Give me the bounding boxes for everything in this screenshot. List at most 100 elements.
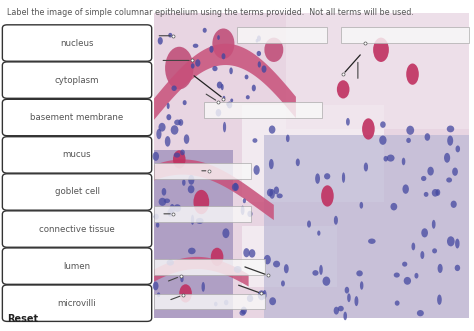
Ellipse shape <box>224 300 228 305</box>
FancyBboxPatch shape <box>2 25 152 61</box>
Ellipse shape <box>364 163 368 171</box>
Ellipse shape <box>226 102 229 106</box>
Bar <box>154 150 233 318</box>
Ellipse shape <box>211 248 223 266</box>
Ellipse shape <box>455 265 460 271</box>
Ellipse shape <box>447 236 455 246</box>
Ellipse shape <box>432 248 437 254</box>
Bar <box>154 259 265 275</box>
Ellipse shape <box>247 211 253 217</box>
Ellipse shape <box>334 216 338 225</box>
Ellipse shape <box>233 183 238 190</box>
Ellipse shape <box>167 208 173 217</box>
Ellipse shape <box>223 122 226 132</box>
Text: Reset: Reset <box>7 314 38 324</box>
Bar <box>154 294 265 309</box>
FancyBboxPatch shape <box>2 174 152 210</box>
Text: mucus: mucus <box>63 150 91 160</box>
Ellipse shape <box>322 276 330 286</box>
Ellipse shape <box>173 150 186 168</box>
PathPatch shape <box>154 257 248 287</box>
Ellipse shape <box>158 37 163 45</box>
Ellipse shape <box>173 204 181 212</box>
Ellipse shape <box>286 135 290 142</box>
Ellipse shape <box>246 95 250 99</box>
Text: microvilli: microvilli <box>58 299 96 308</box>
Ellipse shape <box>432 189 439 197</box>
Ellipse shape <box>243 198 246 203</box>
Ellipse shape <box>391 203 397 211</box>
Text: goblet cell: goblet cell <box>55 187 100 197</box>
Ellipse shape <box>165 47 193 89</box>
Ellipse shape <box>406 126 414 135</box>
Ellipse shape <box>234 266 242 273</box>
Ellipse shape <box>342 172 345 183</box>
Ellipse shape <box>212 66 218 71</box>
Ellipse shape <box>421 176 427 181</box>
Ellipse shape <box>188 248 196 254</box>
Ellipse shape <box>222 228 229 238</box>
Ellipse shape <box>232 183 239 191</box>
Ellipse shape <box>338 306 344 311</box>
Ellipse shape <box>254 165 260 175</box>
Ellipse shape <box>355 296 358 306</box>
Ellipse shape <box>417 310 424 316</box>
Ellipse shape <box>455 239 460 249</box>
PathPatch shape <box>154 44 296 120</box>
Bar <box>154 206 251 222</box>
Ellipse shape <box>360 202 363 209</box>
Text: connective tissue: connective tissue <box>39 224 115 234</box>
Bar <box>154 163 251 179</box>
Ellipse shape <box>269 189 275 199</box>
Ellipse shape <box>402 261 407 267</box>
Ellipse shape <box>188 175 194 185</box>
Ellipse shape <box>230 99 233 102</box>
Bar <box>204 102 322 118</box>
Ellipse shape <box>421 228 428 237</box>
Ellipse shape <box>420 251 424 259</box>
Ellipse shape <box>159 198 166 206</box>
Ellipse shape <box>406 64 419 85</box>
Bar <box>264 135 469 318</box>
Ellipse shape <box>156 222 159 228</box>
Ellipse shape <box>402 184 409 194</box>
Ellipse shape <box>174 153 180 158</box>
Ellipse shape <box>273 261 280 267</box>
Ellipse shape <box>201 282 205 292</box>
Ellipse shape <box>428 167 434 175</box>
Ellipse shape <box>436 189 440 196</box>
Ellipse shape <box>264 38 283 62</box>
Ellipse shape <box>170 204 175 214</box>
Ellipse shape <box>317 230 320 236</box>
FancyBboxPatch shape <box>2 137 152 173</box>
Ellipse shape <box>229 68 233 74</box>
Ellipse shape <box>395 301 400 306</box>
Ellipse shape <box>216 109 221 117</box>
Ellipse shape <box>356 270 363 276</box>
Ellipse shape <box>188 185 194 193</box>
Ellipse shape <box>182 179 185 186</box>
Ellipse shape <box>373 38 389 62</box>
Ellipse shape <box>196 218 204 224</box>
Ellipse shape <box>269 125 275 134</box>
Ellipse shape <box>203 28 207 33</box>
Ellipse shape <box>253 138 257 143</box>
Ellipse shape <box>387 155 394 162</box>
Ellipse shape <box>172 85 177 91</box>
Ellipse shape <box>252 85 256 91</box>
Ellipse shape <box>241 307 247 314</box>
Ellipse shape <box>166 260 174 265</box>
Ellipse shape <box>312 270 319 276</box>
Ellipse shape <box>438 264 443 273</box>
Ellipse shape <box>258 290 265 300</box>
Ellipse shape <box>180 150 185 155</box>
Ellipse shape <box>360 281 364 290</box>
Ellipse shape <box>262 66 266 73</box>
Ellipse shape <box>153 152 159 161</box>
Ellipse shape <box>324 173 330 179</box>
Ellipse shape <box>319 265 323 275</box>
Ellipse shape <box>379 135 387 145</box>
Ellipse shape <box>210 46 213 53</box>
Ellipse shape <box>345 287 349 294</box>
Ellipse shape <box>166 114 171 120</box>
